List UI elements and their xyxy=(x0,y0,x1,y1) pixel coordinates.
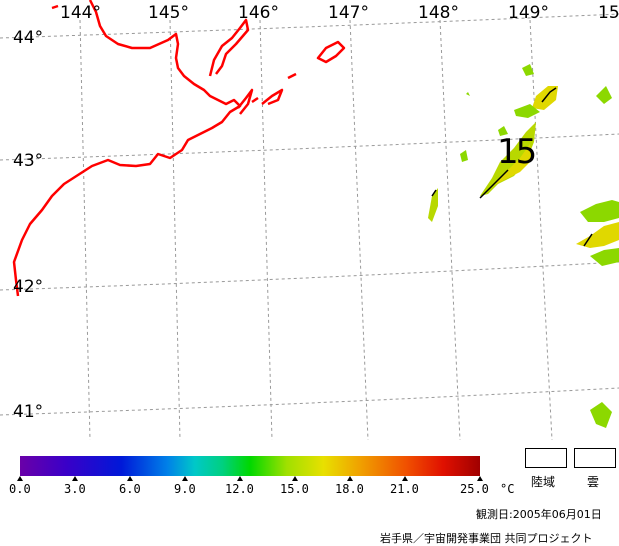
colorbar-tick-mark xyxy=(17,476,23,481)
colorbar-tick-label: 25.0 xyxy=(460,482,489,496)
colorbar-tick-mark xyxy=(477,476,483,481)
colorbar-tick-mark xyxy=(292,476,298,481)
coastline xyxy=(12,0,346,297)
lon-label-147: 147° xyxy=(328,3,369,23)
colorbar-tick-label: 6.0 xyxy=(119,482,141,496)
colorbar-tick-mark xyxy=(402,476,408,481)
lon-label-149: 149° xyxy=(508,3,549,23)
colorbar-tick-mark xyxy=(72,476,78,481)
colorbar-tick-label: 12.0 xyxy=(225,482,254,496)
colorbar-tick-label: 15.0 xyxy=(280,482,309,496)
lat-label-42: 42° xyxy=(13,277,44,297)
temperature-colorbar xyxy=(20,456,480,476)
colorbar-tick-label: 18.0 xyxy=(335,482,364,496)
colorbar-tick-mark xyxy=(182,476,188,481)
lon-label-145: 145° xyxy=(148,3,189,23)
credit-line: 岩手県／宇宙開発事業団 共同プロジェクト xyxy=(380,532,593,545)
colorbar-tick-mark xyxy=(127,476,133,481)
cloud-legend-label: 雲 xyxy=(587,475,600,489)
meridian-lines xyxy=(79,19,553,440)
lat-label-44: 44° xyxy=(13,28,44,48)
land-legend-label: 陸域 xyxy=(531,475,556,489)
colorbar-tick-mark xyxy=(347,476,353,481)
colorbar-tick-mark xyxy=(237,476,243,481)
sst-patches xyxy=(428,64,619,428)
cloud-legend-swatch xyxy=(574,448,616,468)
colorbar-tick-label: 21.0 xyxy=(390,482,419,496)
isotherm-contour xyxy=(431,87,593,247)
lon-label-144: 144° xyxy=(60,3,101,23)
lat-label-41: 41° xyxy=(13,402,44,422)
lon-label-150: 15 xyxy=(598,3,619,23)
lat-label-43: 43° xyxy=(13,151,44,171)
observation-date: 観測日:2005年06月01日 xyxy=(476,508,602,521)
colorbar-unit: °C xyxy=(500,482,515,496)
colorbar-tick-label: 3.0 xyxy=(64,482,86,496)
colorbar-tick-label: 0.0 xyxy=(9,482,31,496)
lon-label-148: 148° xyxy=(418,3,459,23)
sst-map xyxy=(0,0,619,440)
land-legend-swatch xyxy=(525,448,567,468)
lon-label-146: 146° xyxy=(238,3,279,23)
contour-value-label: 15 xyxy=(497,132,537,172)
colorbar-tick-label: 9.0 xyxy=(174,482,196,496)
